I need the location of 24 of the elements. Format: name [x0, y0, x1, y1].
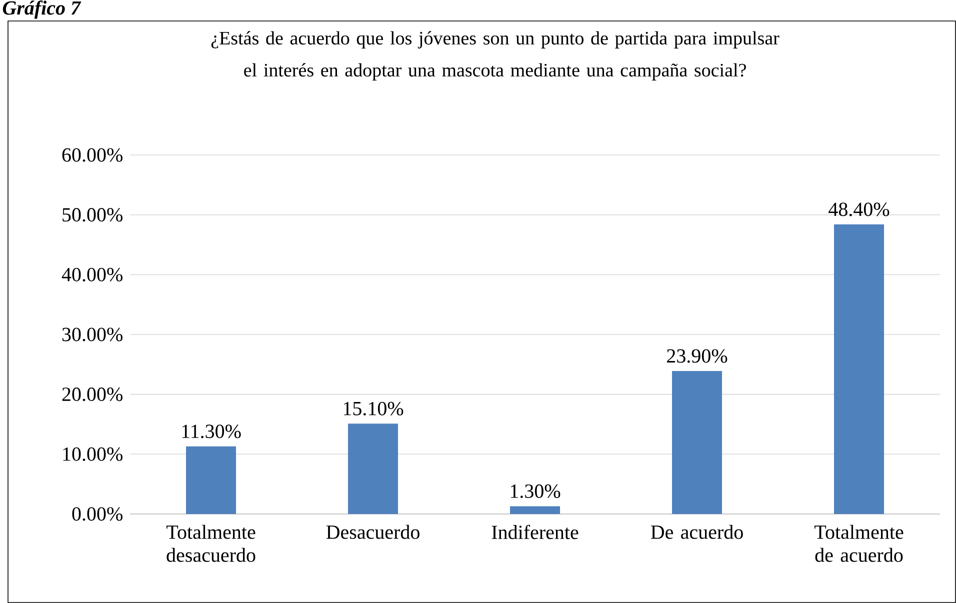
data-label: 1.30%: [510, 484, 560, 498]
y-tick-label: 60.00%: [62, 148, 122, 162]
y-tick-label: 50.00%: [62, 208, 122, 222]
y-tick-label: 30.00%: [62, 328, 122, 342]
data-label: 15.10%: [344, 402, 404, 416]
y-tick-label: 20.00%: [62, 388, 122, 402]
bar: [348, 424, 398, 514]
chart-title: ¿Estás de acuerdo que los jóvenes son un punto de partida para impulsar el interés en adoptar una mascota mediante una campaña social?: [211, 31, 780, 80]
y-tick-label: 40.00%: [62, 268, 122, 282]
data-label: 48.40%: [828, 202, 890, 216]
bar: [672, 370, 722, 514]
y-tick-label: 10.00%: [63, 447, 122, 461]
bar: [834, 224, 884, 514]
text: Gráfico 7: [2, 0, 82, 19]
x-tick-label: Totalmente desacuerdo: [166, 524, 256, 562]
x-tick-label: De acuerdo: [650, 524, 743, 539]
y-tick-label: 0.00%: [72, 507, 122, 521]
x-tick-label: Desacuerdo: [326, 524, 420, 539]
data-label: 23.90%: [667, 349, 728, 363]
bar: [186, 446, 236, 514]
bar: [510, 506, 560, 514]
data-label: 11.30%: [182, 424, 241, 438]
x-tick-label: Indiferente: [492, 524, 578, 540]
x-tick-label: Totalmente de acuerdo: [814, 524, 904, 562]
